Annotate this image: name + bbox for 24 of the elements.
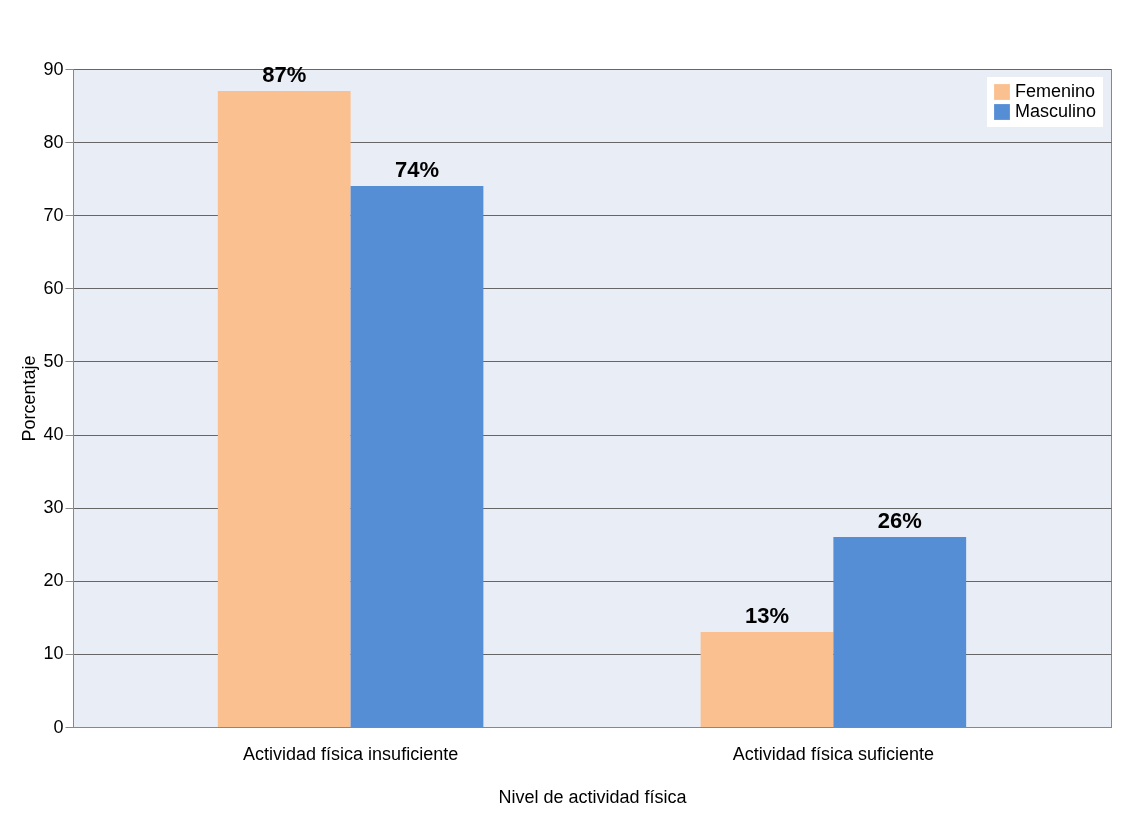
y-tick-label: 80 — [43, 131, 64, 152]
x-tick-label: Actividad física insuficiente — [243, 743, 459, 764]
bar — [217, 90, 351, 727]
y-tick-label: 40 — [43, 424, 64, 445]
bar — [350, 185, 484, 727]
bar — [833, 536, 967, 727]
x-tick-label: Actividad física suficiente — [732, 743, 934, 764]
y-tick-label: 70 — [43, 204, 64, 225]
data-label: 74% — [394, 156, 440, 182]
data-label: 87% — [262, 61, 307, 87]
y-tick-label: 0 — [53, 716, 64, 737]
bar — [700, 631, 834, 727]
y-tick-label: 50 — [43, 350, 64, 371]
y-tick-label: 20 — [43, 570, 64, 591]
y-tick-label: 30 — [43, 497, 64, 518]
data-label: 13% — [744, 602, 790, 628]
legend-label: Femenino — [1015, 81, 1096, 101]
x-axis-title: Nivel de actividad física — [498, 786, 688, 807]
y-tick-label: 90 — [43, 58, 64, 79]
y-tick-label: 60 — [43, 277, 64, 298]
y-tick-label: 10 — [43, 643, 64, 664]
data-label: 26% — [877, 507, 922, 533]
legend-label: Masculino — [1015, 101, 1097, 121]
y-axis-title: Porcentaje — [19, 355, 40, 442]
